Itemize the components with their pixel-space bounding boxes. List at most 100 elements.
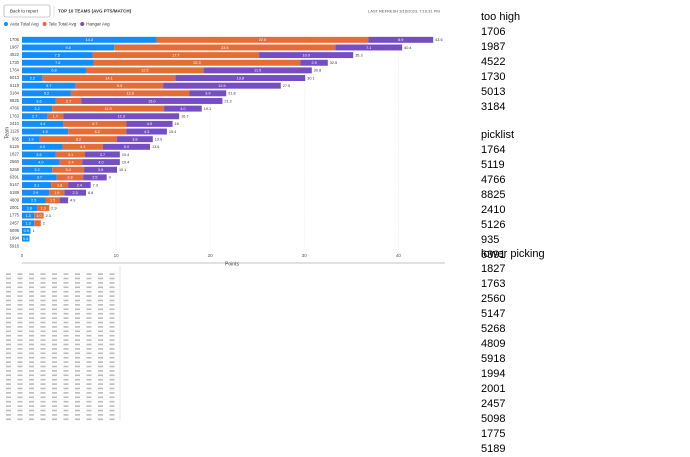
- total-label: 13.6: [152, 145, 159, 149]
- table-cell-text: [109, 378, 115, 381]
- segment-label: 7.1: [366, 46, 371, 50]
- table-cell-text: [29, 374, 34, 377]
- table-cell-text: [29, 273, 34, 275]
- table-cell-text: [75, 339, 80, 341]
- segment-label: 3.4: [65, 168, 70, 172]
- bar-segment: [22, 44, 115, 51]
- table-cell-text: [86, 343, 92, 346]
- segment-label: 11.9: [105, 107, 112, 111]
- table-cell-text: [86, 374, 92, 377]
- back-button[interactable]: [3, 4, 51, 18]
- table-cell-text: [29, 299, 34, 302]
- bar-segment: [52, 105, 165, 112]
- list-item: 3184: [481, 101, 506, 113]
- table-cell-text: [29, 286, 34, 289]
- table-cell-text: [40, 405, 46, 407]
- y-tick-label: 935: [12, 136, 20, 141]
- segment-label: 15.0: [148, 99, 155, 103]
- table-cell-text: [40, 282, 46, 284]
- list-title: lower picking: [481, 248, 545, 260]
- bar-segment: [203, 67, 312, 74]
- table-cell-text: [52, 343, 57, 346]
- table-cell-text: [98, 282, 103, 284]
- table-cell-text: [6, 378, 11, 381]
- segment-label: 3.6: [36, 99, 41, 103]
- segment-label: 5.0: [124, 145, 129, 149]
- table-cell-text: [98, 414, 103, 416]
- table-cell-text: [29, 312, 34, 315]
- bar-segment: [22, 59, 94, 66]
- total-label: 9: [109, 176, 111, 180]
- table-cell-text: [98, 409, 103, 412]
- table-cell-text: [52, 365, 57, 368]
- table-cell-text: [86, 409, 92, 412]
- table-cell-text: [6, 348, 11, 350]
- table-cell-text: [86, 321, 92, 324]
- table-cell-text: [86, 273, 92, 275]
- segment-label: 3.9: [205, 92, 210, 96]
- table-cell-text: [52, 418, 57, 421]
- segment-label: 2.7: [32, 115, 37, 119]
- bar-segment: [63, 113, 180, 120]
- table-cell-text: [17, 414, 23, 416]
- table-cell-text: [52, 326, 57, 328]
- total-label: 10.4: [122, 153, 129, 157]
- table-cell-text: [52, 409, 57, 412]
- table-cell-text: [63, 396, 69, 399]
- bar-segment: [85, 67, 204, 74]
- table-cell-text: [75, 414, 80, 416]
- list-item: 1775: [481, 428, 506, 440]
- legend-label: Hangar Avg: [86, 21, 110, 26]
- segment-label: 12.5: [218, 84, 225, 88]
- table-cell-text: [29, 348, 34, 350]
- table-cell-text: [98, 361, 103, 363]
- refresh-time: LAST REFRESH 3/16/2023, 7:10:31 PM: [368, 9, 440, 14]
- table-cell-text: [98, 396, 103, 399]
- segment-label: 0.9: [24, 229, 29, 233]
- table-cell-text: [52, 286, 57, 289]
- table-cell-text: [17, 334, 23, 337]
- table-cell-text: [75, 273, 80, 275]
- table-cell-text: [40, 308, 46, 311]
- bar-segment: [22, 197, 46, 204]
- table-cell-text: [86, 348, 92, 350]
- table-cell-text: [17, 326, 23, 328]
- bar-segment: [92, 52, 260, 59]
- bar-segment: [59, 159, 83, 166]
- segment-label: 2.4: [68, 160, 73, 164]
- table-cell-text: [40, 409, 46, 412]
- bar-segment: [39, 136, 118, 143]
- table-cell-text: [17, 383, 23, 385]
- segment-label: 2.2: [30, 76, 35, 80]
- y-tick-label: 5189: [10, 190, 20, 195]
- bar-segment: [126, 120, 173, 127]
- data-table: [4, 266, 121, 421]
- segment-label: 6.9: [398, 38, 403, 42]
- table-cell-text: [109, 418, 115, 421]
- bar-segment: [52, 166, 85, 173]
- table-cell-text: [109, 330, 115, 333]
- list-item: 5918: [481, 353, 506, 365]
- table-cell-text: [6, 277, 11, 280]
- table-cell-text: [86, 330, 92, 333]
- total-label: 2: [43, 222, 45, 226]
- back-button-label[interactable]: Back to report: [10, 9, 39, 14]
- table-cell-text: [40, 387, 46, 390]
- table-cell-text: [75, 405, 80, 407]
- table-cell-text: [98, 400, 103, 403]
- table-cell-text: [75, 334, 80, 337]
- table-cell-text: [98, 273, 103, 275]
- table-cell-text: [29, 396, 34, 399]
- bar-segment: [49, 189, 65, 196]
- table-cell-text: [6, 330, 11, 333]
- bar-segment: [22, 136, 40, 143]
- table-cell-text: [86, 418, 92, 421]
- table-cell-text: [109, 352, 115, 355]
- table-cell-text: [40, 330, 46, 333]
- bar-segment: [83, 174, 107, 181]
- y-tick-label: 1730: [10, 60, 20, 65]
- table-cell-text: [98, 339, 103, 341]
- segment-label: 3.2: [34, 168, 39, 172]
- bar-segment: [22, 52, 93, 59]
- table-cell-text: [75, 299, 80, 302]
